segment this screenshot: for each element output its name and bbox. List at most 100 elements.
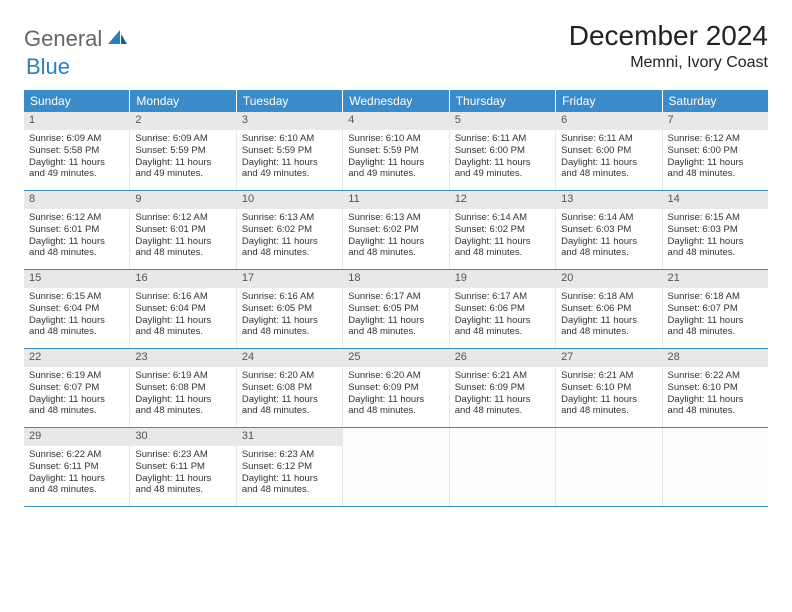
day-number: 30 (130, 428, 235, 446)
week-row: 22Sunrise: 6:19 AMSunset: 6:07 PMDayligh… (24, 349, 768, 428)
location: Memni, Ivory Coast (569, 54, 768, 72)
day-body: Sunrise: 6:16 AMSunset: 6:04 PMDaylight:… (130, 288, 235, 343)
day-header-wed: Wednesday (343, 90, 449, 112)
day-body: Sunrise: 6:20 AMSunset: 6:08 PMDaylight:… (237, 367, 342, 422)
day-body: Sunrise: 6:11 AMSunset: 6:00 PMDaylight:… (556, 130, 661, 185)
day-line-d2: and 48 minutes. (561, 326, 656, 338)
day-line-ss: Sunset: 6:02 PM (348, 224, 443, 236)
day-number: 13 (556, 191, 661, 209)
day-line-ss: Sunset: 6:01 PM (29, 224, 124, 236)
day-number: 20 (556, 270, 661, 288)
day-cell: 13Sunrise: 6:14 AMSunset: 6:03 PMDayligh… (556, 191, 662, 269)
day-line-d2: and 49 minutes. (135, 168, 230, 180)
day-line-sr: Sunrise: 6:18 AM (561, 291, 656, 303)
day-cell: 23Sunrise: 6:19 AMSunset: 6:08 PMDayligh… (130, 349, 236, 427)
logo-text-1: General (24, 26, 102, 52)
day-cell: 28Sunrise: 6:22 AMSunset: 6:10 PMDayligh… (663, 349, 768, 427)
day-number: 3 (237, 112, 342, 130)
day-line-d1: Daylight: 11 hours (29, 157, 124, 169)
day-cell: 14Sunrise: 6:15 AMSunset: 6:03 PMDayligh… (663, 191, 768, 269)
day-line-d2: and 49 minutes. (29, 168, 124, 180)
day-body: Sunrise: 6:19 AMSunset: 6:07 PMDaylight:… (24, 367, 129, 422)
day-number: 14 (663, 191, 768, 209)
day-body: Sunrise: 6:22 AMSunset: 6:10 PMDaylight:… (663, 367, 768, 422)
day-line-d2: and 49 minutes. (242, 168, 337, 180)
day-line-sr: Sunrise: 6:23 AM (135, 449, 230, 461)
day-number: 5 (450, 112, 555, 130)
day-line-ss: Sunset: 6:00 PM (668, 145, 763, 157)
day-line-d1: Daylight: 11 hours (135, 473, 230, 485)
day-line-ss: Sunset: 5:58 PM (29, 145, 124, 157)
day-line-sr: Sunrise: 6:20 AM (242, 370, 337, 382)
day-header-tue: Tuesday (237, 90, 343, 112)
day-line-sr: Sunrise: 6:17 AM (455, 291, 550, 303)
day-body: Sunrise: 6:21 AMSunset: 6:10 PMDaylight:… (556, 367, 661, 422)
day-cell: 2Sunrise: 6:09 AMSunset: 5:59 PMDaylight… (130, 112, 236, 190)
day-line-d1: Daylight: 11 hours (242, 473, 337, 485)
day-line-sr: Sunrise: 6:12 AM (668, 133, 763, 145)
day-number: 17 (237, 270, 342, 288)
day-cell: 7Sunrise: 6:12 AMSunset: 6:00 PMDaylight… (663, 112, 768, 190)
day-cell: 8Sunrise: 6:12 AMSunset: 6:01 PMDaylight… (24, 191, 130, 269)
day-line-d2: and 48 minutes. (242, 247, 337, 259)
day-number: 19 (450, 270, 555, 288)
day-line-d1: Daylight: 11 hours (135, 236, 230, 248)
day-number: 24 (237, 349, 342, 367)
day-cell: 19Sunrise: 6:17 AMSunset: 6:06 PMDayligh… (450, 270, 556, 348)
day-line-d1: Daylight: 11 hours (668, 394, 763, 406)
day-cell: 31Sunrise: 6:23 AMSunset: 6:12 PMDayligh… (237, 428, 343, 506)
day-body: Sunrise: 6:13 AMSunset: 6:02 PMDaylight:… (343, 209, 448, 264)
day-line-sr: Sunrise: 6:23 AM (242, 449, 337, 461)
day-cell (663, 428, 768, 506)
day-line-d1: Daylight: 11 hours (455, 236, 550, 248)
day-line-sr: Sunrise: 6:15 AM (668, 212, 763, 224)
day-line-d2: and 48 minutes. (348, 405, 443, 417)
day-body: Sunrise: 6:18 AMSunset: 6:07 PMDaylight:… (663, 288, 768, 343)
day-number: 23 (130, 349, 235, 367)
day-line-d2: and 48 minutes. (455, 405, 550, 417)
day-body: Sunrise: 6:17 AMSunset: 6:05 PMDaylight:… (343, 288, 448, 343)
day-body: Sunrise: 6:15 AMSunset: 6:03 PMDaylight:… (663, 209, 768, 264)
day-body: Sunrise: 6:16 AMSunset: 6:05 PMDaylight:… (237, 288, 342, 343)
day-line-sr: Sunrise: 6:20 AM (348, 370, 443, 382)
day-body: Sunrise: 6:14 AMSunset: 6:02 PMDaylight:… (450, 209, 555, 264)
day-line-ss: Sunset: 6:05 PM (348, 303, 443, 315)
day-line-sr: Sunrise: 6:19 AM (135, 370, 230, 382)
day-line-d1: Daylight: 11 hours (455, 394, 550, 406)
day-line-d2: and 48 minutes. (455, 247, 550, 259)
day-cell: 20Sunrise: 6:18 AMSunset: 6:06 PMDayligh… (556, 270, 662, 348)
day-number: 1 (24, 112, 129, 130)
day-line-d2: and 48 minutes. (561, 247, 656, 259)
day-line-ss: Sunset: 6:03 PM (561, 224, 656, 236)
day-line-d1: Daylight: 11 hours (29, 473, 124, 485)
day-cell: 25Sunrise: 6:20 AMSunset: 6:09 PMDayligh… (343, 349, 449, 427)
day-cell: 12Sunrise: 6:14 AMSunset: 6:02 PMDayligh… (450, 191, 556, 269)
day-line-sr: Sunrise: 6:22 AM (29, 449, 124, 461)
day-line-d2: and 49 minutes. (455, 168, 550, 180)
month-title: December 2024 (569, 20, 768, 52)
logo-text-2: Blue (26, 54, 70, 79)
day-line-sr: Sunrise: 6:21 AM (561, 370, 656, 382)
day-line-sr: Sunrise: 6:21 AM (455, 370, 550, 382)
day-number: 22 (24, 349, 129, 367)
day-line-ss: Sunset: 6:01 PM (135, 224, 230, 236)
day-line-d2: and 48 minutes. (135, 405, 230, 417)
day-line-d2: and 48 minutes. (135, 484, 230, 496)
day-line-sr: Sunrise: 6:18 AM (668, 291, 763, 303)
day-line-sr: Sunrise: 6:10 AM (348, 133, 443, 145)
day-cell (556, 428, 662, 506)
day-cell: 29Sunrise: 6:22 AMSunset: 6:11 PMDayligh… (24, 428, 130, 506)
day-line-d1: Daylight: 11 hours (29, 394, 124, 406)
day-line-d1: Daylight: 11 hours (135, 315, 230, 327)
day-number: 31 (237, 428, 342, 446)
day-line-sr: Sunrise: 6:09 AM (29, 133, 124, 145)
day-cell (343, 428, 449, 506)
day-cell: 3Sunrise: 6:10 AMSunset: 5:59 PMDaylight… (237, 112, 343, 190)
day-cell: 6Sunrise: 6:11 AMSunset: 6:00 PMDaylight… (556, 112, 662, 190)
day-line-ss: Sunset: 6:08 PM (135, 382, 230, 394)
day-cell: 30 Sunrise: 6:23 AMSunset: 6:11 PMDayligh… (130, 428, 236, 506)
day-cell: 1 Sunrise: 6:09 AMSunset: 5:58 PMDaylight… (24, 112, 130, 190)
day-number: 6 (556, 112, 661, 130)
day-line-ss: Sunset: 6:11 PM (135, 461, 230, 473)
day-line-d1: Daylight: 11 hours (668, 315, 763, 327)
